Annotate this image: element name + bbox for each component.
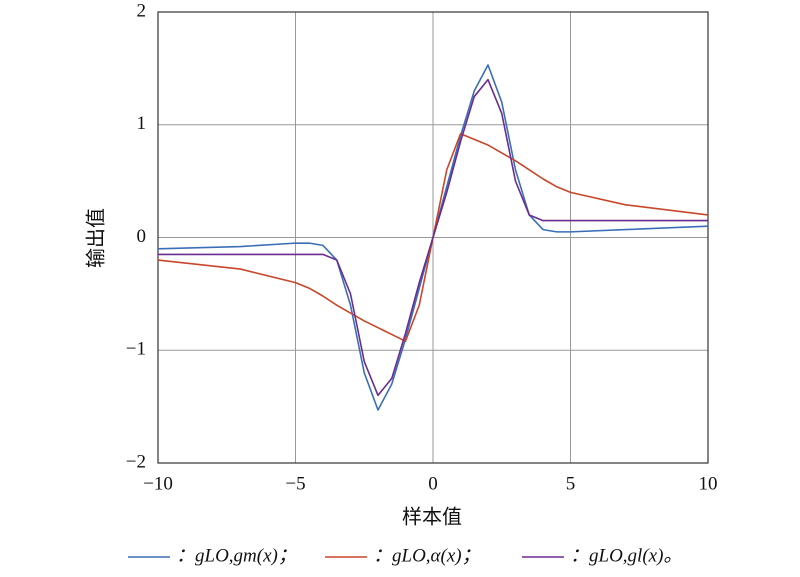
legend-label: ：gLO,gm(x)； xyxy=(176,545,297,566)
series-line xyxy=(158,78,708,397)
x-tick-label: 0 xyxy=(428,473,438,494)
y-axis-label: 输出值 xyxy=(84,208,108,268)
legend-label: ：gLO,gl(x)。 xyxy=(570,545,682,566)
y-tick-label: −2 xyxy=(126,451,146,472)
x-tick-label: 10 xyxy=(699,473,718,494)
y-tick-label: 2 xyxy=(137,0,147,21)
y-tick-label: −1 xyxy=(126,339,146,360)
legend-label: ：gLO,α(x)； xyxy=(373,545,481,566)
plot-frame xyxy=(157,11,709,464)
y-tick-label: 0 xyxy=(137,226,147,247)
x-tick-label: 5 xyxy=(566,473,576,494)
x-tick-label: −5 xyxy=(285,473,305,494)
x-tick-label: −10 xyxy=(143,473,173,494)
y-tick-label: 1 xyxy=(137,113,147,134)
x-axis-label: 样本值 xyxy=(402,505,462,529)
